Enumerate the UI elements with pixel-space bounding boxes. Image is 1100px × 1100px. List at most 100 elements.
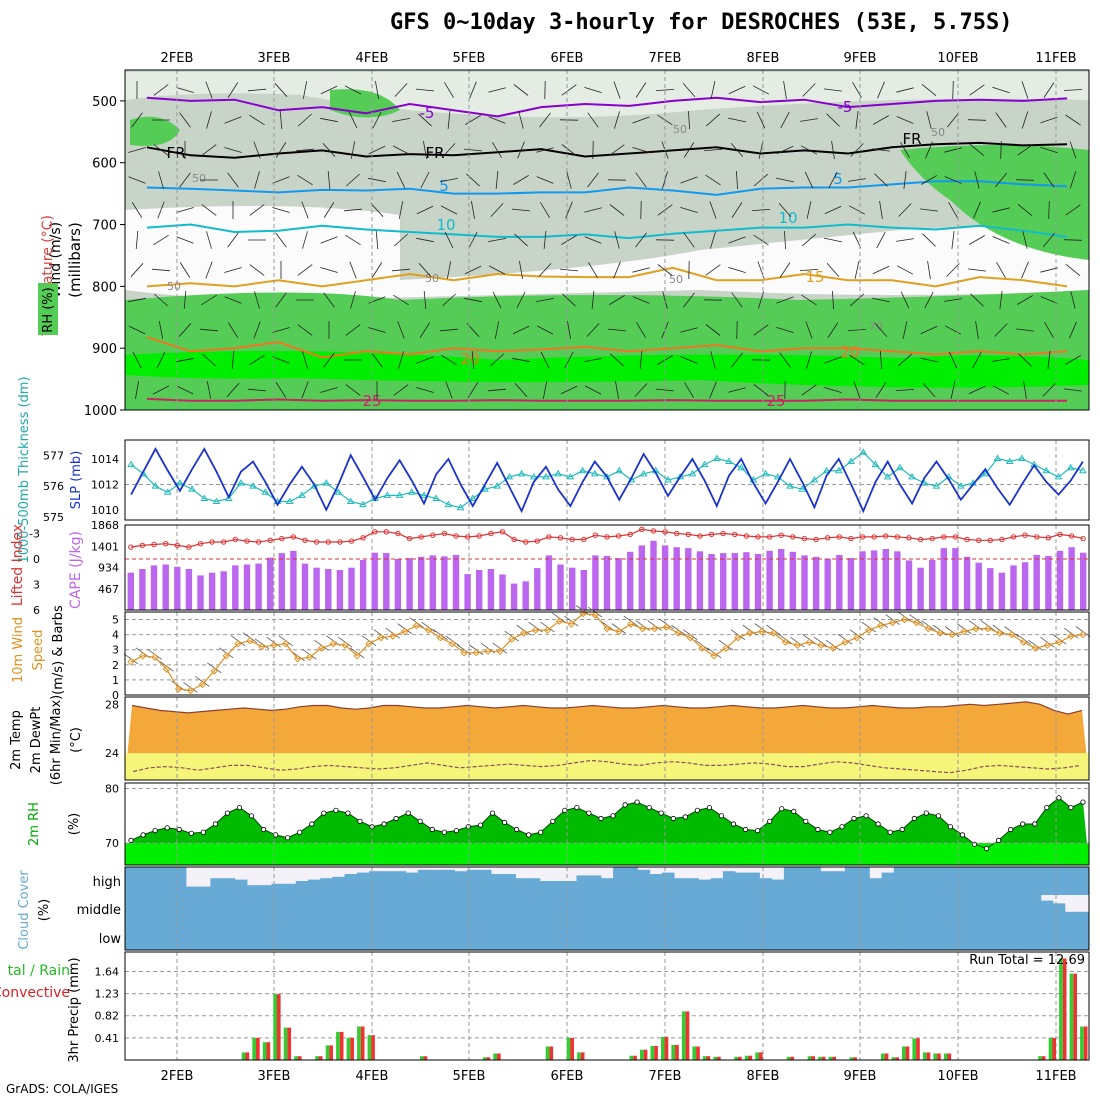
wind-barb [371,352,383,368]
rh2m-point [453,827,459,834]
rh2m-base-area [125,843,1089,865]
date-label-top: 11FEB [1035,51,1076,66]
dewpt-axis-label: 2m DewPt [29,707,44,774]
precip-conv-bar [339,1031,344,1060]
rh2m-point [526,832,532,838]
rh2m-point [188,830,194,836]
wind-barb [295,148,315,152]
thickness-point [151,482,160,489]
cloud-cover-bar [402,923,415,950]
wind-barb [680,356,698,364]
date-label-top: 8FEB [747,51,780,66]
wind-barb [419,322,431,338]
precip-tick-label: 1.64 [95,965,120,978]
rh-contour-label: 50 [425,272,439,285]
precip-conv-bar [497,1053,501,1060]
lifted-index-point [639,526,645,532]
thickness-point [163,488,172,495]
cloud-cover-bar [308,879,321,895]
cape-bar [429,555,436,610]
cape-bar [569,567,576,610]
rh2m-point [658,810,664,816]
wind-barb [320,387,338,393]
cape-bar [301,563,309,610]
wind-barb [396,171,406,189]
wind-speed-point [805,638,814,646]
cape-bar [1033,554,1040,610]
lifted-index-point [418,534,424,540]
thickness-tick-label: 576 [43,480,64,493]
wind-barb [903,171,907,189]
thickness-point [761,469,770,477]
wind-barb [847,329,867,331]
cloud-cover-bar [414,895,427,923]
precip-conv-bar [549,1046,554,1060]
thickness-point [200,494,209,501]
thickness-point [444,500,453,508]
thickness-point [359,500,367,508]
wind-barb [607,328,627,332]
wind-barb [584,87,602,93]
thickness-point [554,469,563,477]
cloud-panel-frame [124,866,1090,951]
cloud-cover-bar [848,923,861,950]
cloud-level-label: middle [77,903,121,918]
wind-speed-point [365,639,373,648]
cape-bar [476,570,483,610]
cloud-cover-bar [390,923,403,950]
wind-barb [323,292,335,308]
thickness-point [712,454,721,461]
slp-tick-label: 1012 [91,478,119,491]
cloud-cover-bar [967,867,980,895]
wind-barb [561,84,577,96]
wind-barb [778,202,792,218]
cape-bar [267,557,274,610]
precip-total-bar [367,1035,372,1060]
thickness-point [261,488,270,495]
date-label-bottom: 8FEB [747,1069,780,1084]
thickness-point [249,482,258,489]
cloud-cover-bar [643,895,656,923]
date-label-top: 3FEB [258,51,291,66]
wind-barb [688,110,690,130]
wind-barb [1023,381,1027,399]
wind-barb [151,268,171,272]
isotherm-line [146,96,1068,118]
wind-barb [1043,82,1055,98]
rh2m-point [983,845,990,852]
precip-conv-bar [329,1045,333,1060]
wind-barb [447,110,451,130]
cloud-cover-bar [498,923,512,950]
wind-barb [776,177,794,183]
cape-bar [1068,547,1075,610]
wind-barb [205,81,213,99]
pressure-tick-label: 900 [92,342,117,357]
rh2m-point [176,826,182,833]
wind-barb [921,175,937,185]
cloud-level-label: high [93,875,121,890]
wind-barb [967,119,987,121]
wind-barb [895,389,915,391]
wind-barb [730,142,744,158]
date-label-bottom: 9FEB [844,1069,877,1084]
wind-barb [205,261,213,279]
cloud-cover-bar [811,923,825,950]
wind-barb [591,290,595,310]
cloud-cover-bar [787,895,801,923]
date-label-top: 6FEB [551,51,584,66]
wind-barb [302,81,308,99]
rh2m-point [839,824,845,830]
wind-barb [946,112,960,128]
wind-barb [1015,179,1035,181]
wind-barb [206,381,212,399]
precip-conv-bar [685,1011,690,1060]
lifted-index-point [151,541,157,548]
cloud-cover-bar [486,923,499,950]
rh2m-point [995,837,1002,844]
dewpoint-line [133,759,1081,774]
precip-total-bar [420,1056,424,1060]
rh-contour-label: 50 [167,280,181,293]
isotherm-line [146,141,1068,159]
wind-barb [584,236,602,244]
wind-barb [464,265,482,275]
